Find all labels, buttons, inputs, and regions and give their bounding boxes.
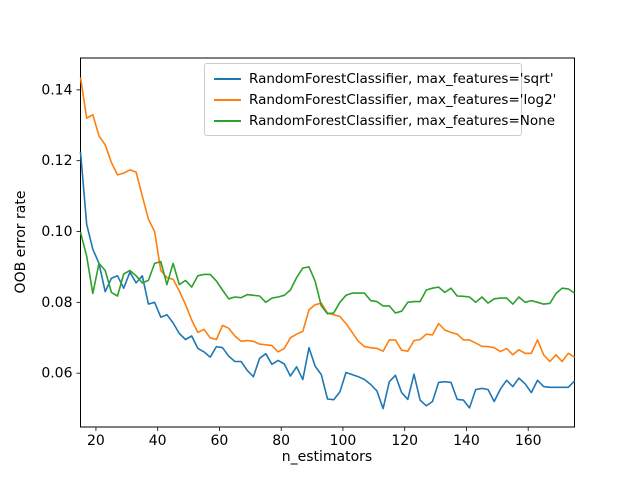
legend-item-log2: RandomForestClassifier, max_features='lo… [214,89,556,110]
svg-text:100: 100 [330,433,357,449]
y-axis-label: OOB error rate [13,191,29,294]
legend-line-sample-sqrt [214,77,241,80]
svg-text:0.06: 0.06 [41,366,72,382]
svg-text:140: 140 [453,433,480,449]
legend-item-none: RandomForestClassifier, max_features=Non… [214,110,555,131]
svg-text:160: 160 [515,433,542,449]
legend-label-none: RandomForestClassifier, max_features=Non… [249,112,555,129]
x-axis-label: n_estimators [282,449,372,465]
svg-text:20: 20 [87,433,105,449]
series-line-2 [79,232,575,315]
series-line-0 [79,151,576,410]
axes: 20 40 60 80 100 120 140 160 0.06 0.08 0.10 0.12 0.14 [41,57,575,449]
svg-text:0.12: 0.12 [41,153,72,169]
svg-text:0.14: 0.14 [41,82,72,98]
svg-text:40: 40 [149,433,167,449]
legend-label-log2: RandomForestClassifier, max_features='lo… [249,91,557,108]
svg-text:120: 120 [391,433,418,449]
svg-text:80: 80 [272,433,290,449]
legend-box: RandomForestClassifier, max_features='sq… [204,63,556,136]
svg-text:0.08: 0.08 [41,295,72,311]
svg-text:0.10: 0.10 [41,224,72,240]
legend-label-sqrt: RandomForestClassifier, max_features='sq… [249,70,554,87]
legend-line-sample-none [214,119,241,122]
svg-text:60: 60 [211,433,229,449]
legend-line-sample-log2 [214,98,241,101]
legend-item-sqrt: RandomForestClassifier, max_features='sq… [214,68,554,89]
plot-lines [79,77,576,410]
